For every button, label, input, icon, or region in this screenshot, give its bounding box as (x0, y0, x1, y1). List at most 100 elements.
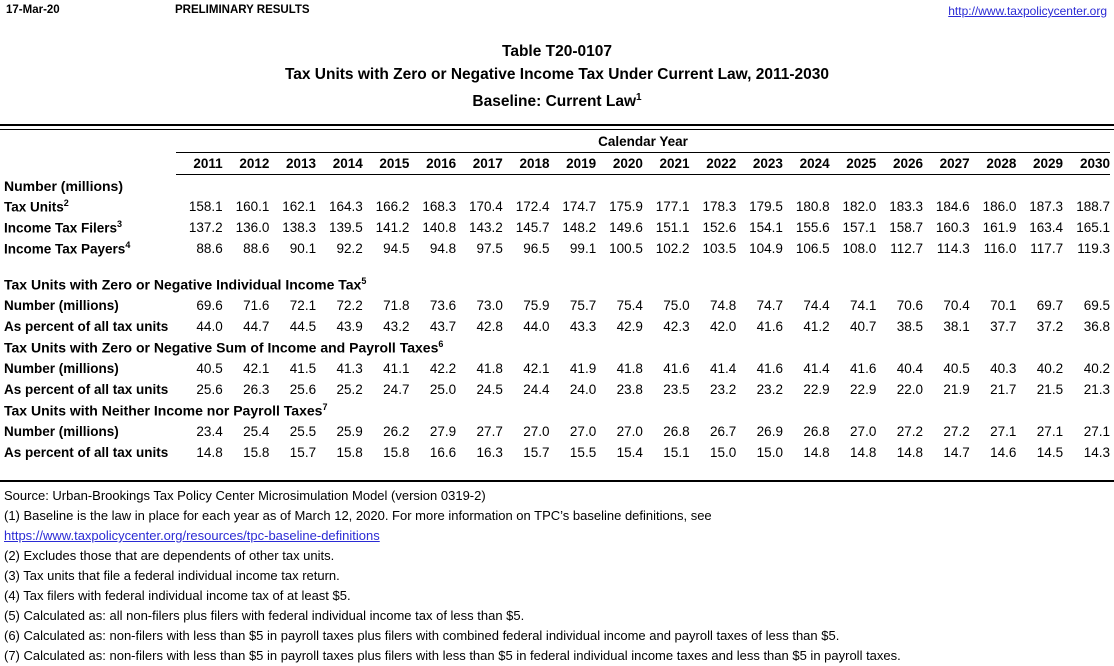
data-cell: 38.5 (896, 319, 924, 334)
data-cell: 137.2 (188, 220, 223, 235)
row-label: Number (millions) (4, 358, 176, 379)
data-cell: 99.1 (569, 241, 597, 256)
data-cell: 27.9 (429, 424, 457, 439)
tpc-site-link[interactable]: http://www.taxpolicycenter.org (948, 4, 1107, 18)
data-cell: 71.6 (243, 298, 270, 313)
footnote-line: (2) Excludes those that are dependents o… (4, 548, 335, 563)
data-cell: 188.7 (1076, 199, 1110, 214)
data-cell: 42.1 (243, 361, 270, 376)
data-cell: 25.0 (429, 382, 457, 397)
data-cell: 94.5 (383, 241, 410, 256)
label-text: As percent of all tax units (4, 382, 169, 397)
data-cell: 23.2 (709, 382, 737, 397)
data-cell: 69.5 (1083, 298, 1110, 313)
data-cell: 14.5 (1036, 445, 1064, 460)
year-cell: 2024 (782, 152, 830, 175)
data-cell: 104.9 (749, 241, 783, 256)
table-row: Number (millions) 69.6 71.6 72.1 72.2 71.8 73.… (4, 295, 1110, 316)
spacer-row (4, 259, 1110, 274)
data-cell: 26.9 (756, 424, 783, 439)
section-header-row: Number (millions) (4, 175, 1110, 197)
data-cell: 41.6 (756, 319, 783, 334)
year-cell: 2025 (829, 152, 877, 175)
data-cell: 143.2 (469, 220, 503, 235)
label-text: Income Tax Filers (4, 220, 118, 236)
data-cell: 21.7 (990, 382, 1017, 397)
label-text: Tax Units with Zero or Negative Sum of I… (4, 339, 439, 356)
footnote-line: (6) Calculated as: non-filers with less … (4, 628, 840, 643)
data-cell: 178.3 (702, 199, 737, 214)
data-cell: 24.7 (383, 382, 410, 397)
data-cell: 24.5 (476, 382, 503, 397)
data-cell: 14.8 (196, 445, 223, 460)
year-cell: 2021 (642, 152, 690, 175)
data-cell: 70.4 (943, 298, 970, 313)
row-label: As percent of all tax units (4, 442, 176, 463)
data-cell: 108.0 (842, 241, 877, 256)
data-cell: 43.2 (383, 319, 410, 334)
data-cell: 27.2 (943, 424, 970, 439)
data-cell: 41.2 (803, 319, 830, 334)
data-cell: 27.0 (523, 424, 550, 439)
data-cell: 44.5 (289, 319, 317, 334)
data-cell: 27.1 (1083, 424, 1110, 439)
page-header: 17-Mar-20 PRELIMINARY RESULTS http://www… (0, 4, 1114, 22)
data-cell: 175.9 (609, 199, 643, 214)
section-header: Tax Units with Zero or Negative Sum of I… (4, 337, 1110, 358)
table-row: As percent of all tax units 25.6 26.3 25.6 2… (4, 379, 1110, 400)
data-cell: 71.8 (383, 298, 410, 313)
data-cell: 116.0 (983, 241, 1017, 256)
data-cell: 26.7 (709, 424, 737, 439)
data-cell: 172.4 (515, 199, 550, 214)
label-text: Tax Units with Zero or Negative Individu… (4, 276, 362, 293)
label-text: As percent of all tax units (4, 445, 169, 460)
footnote-marker: 6 (438, 339, 444, 350)
data-cell: 102.2 (655, 241, 690, 256)
data-cell: 15.4 (616, 445, 643, 460)
data-cell: 40.7 (850, 319, 877, 334)
data-cell: 42.0 (709, 319, 737, 334)
data-cell: 72.1 (289, 298, 317, 313)
data-cell: 119.3 (1077, 241, 1110, 256)
data-cell: 37.7 (990, 319, 1017, 334)
label-text: Number (millions) (4, 424, 119, 439)
data-cell: 158.1 (188, 199, 223, 214)
data-cell: 148.2 (562, 220, 597, 235)
footnote-line: https://www.taxpolicycenter.org/resource… (4, 526, 1110, 546)
data-cell: 14.7 (943, 445, 970, 460)
footnote-line: (5) Calculated as: all non-filers plus f… (4, 608, 525, 623)
year-cell: 2019 (549, 152, 597, 175)
data-cell: 154.1 (749, 220, 783, 235)
data-cell: 106.5 (795, 241, 830, 256)
data-cell: 40.5 (943, 361, 970, 376)
footnote-marker: 2 (63, 198, 69, 209)
data-cell: 25.4 (243, 424, 270, 439)
top-double-rule (0, 124, 1114, 130)
footnote-marker: 7 (322, 402, 328, 413)
data-cell: 26.8 (803, 424, 830, 439)
data-cell: 42.9 (616, 319, 643, 334)
data-cell: 186.0 (982, 199, 1017, 214)
calendar-year-label: Calendar Year (176, 131, 1110, 153)
row-label: As percent of all tax units (4, 379, 176, 400)
data-cell: 15.5 (569, 445, 597, 460)
data-cell: 14.3 (1083, 445, 1110, 460)
data-cell: 40.2 (1036, 361, 1064, 376)
baseline-title: Baseline: Current Law1 (472, 92, 642, 111)
section-header-row: Tax Units with Zero or Negative Sum of I… (4, 337, 1110, 358)
data-cell: 75.0 (663, 298, 690, 313)
data-cell: 23.4 (196, 424, 223, 439)
data-cell: 22.9 (803, 382, 830, 397)
data-cell: 41.9 (569, 361, 597, 376)
section-header-row: Tax Units with Neither Income nor Payrol… (4, 400, 1110, 421)
footnote-line: (3) Tax units that file a federal indivi… (4, 568, 340, 583)
baseline-definitions-link[interactable]: https://www.taxpolicycenter.org/resource… (4, 528, 380, 543)
data-cell: 160.1 (235, 199, 270, 214)
data-cell: 26.3 (243, 382, 270, 397)
footnote-line: (1) Baseline is the law in place for eac… (4, 508, 712, 523)
year-cell: 2016 (409, 152, 457, 175)
section-header: Tax Units with Neither Income nor Payrol… (4, 400, 1110, 421)
data-cell: 160.3 (935, 220, 970, 235)
year-cell: 2012 (222, 152, 270, 175)
data-cell: 27.1 (1036, 424, 1064, 439)
